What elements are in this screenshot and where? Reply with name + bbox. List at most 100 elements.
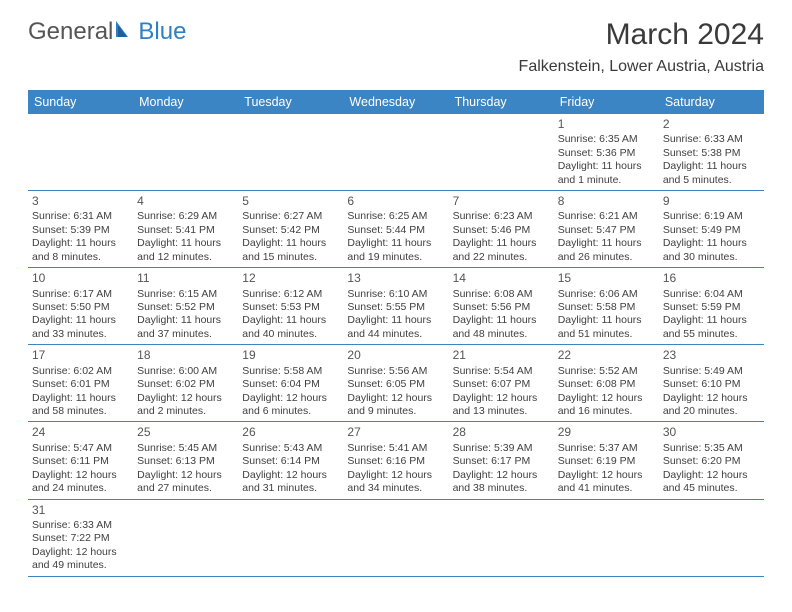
sunrise-text: Sunrise: 6:08 AM [453, 288, 550, 301]
day-cell: 31Sunrise: 6:33 AMSunset: 7:22 PMDayligh… [28, 500, 133, 576]
sunset-text: Sunset: 5:44 PM [347, 224, 444, 237]
sunrise-text: Sunrise: 5:47 AM [32, 442, 129, 455]
sunset-text: Sunset: 6:04 PM [242, 378, 339, 391]
daylight-text: Daylight: 11 hours [347, 237, 444, 250]
sunrise-text: Sunrise: 5:37 AM [558, 442, 655, 455]
day-cell: 30Sunrise: 5:35 AMSunset: 6:20 PMDayligh… [659, 422, 764, 498]
day-cell: 28Sunrise: 5:39 AMSunset: 6:17 PMDayligh… [449, 422, 554, 498]
day-cell: 15Sunrise: 6:06 AMSunset: 5:58 PMDayligh… [554, 268, 659, 344]
day-number: 30 [663, 425, 760, 440]
week-row: 10Sunrise: 6:17 AMSunset: 5:50 PMDayligh… [28, 268, 764, 345]
day-cell: 1Sunrise: 6:35 AMSunset: 5:36 PMDaylight… [554, 114, 659, 190]
sunset-text: Sunset: 6:10 PM [663, 378, 760, 391]
daylight-text: Daylight: 12 hours [663, 469, 760, 482]
brand-logo: General Blue [28, 18, 186, 46]
daylight-text: Daylight: 12 hours [137, 392, 234, 405]
sunset-text: Sunset: 6:17 PM [453, 455, 550, 468]
day-cell [133, 114, 238, 190]
daylight-text: and 1 minute. [558, 174, 655, 187]
day-number: 5 [242, 194, 339, 209]
daylight-text: Daylight: 11 hours [558, 314, 655, 327]
calendar-body: 1Sunrise: 6:35 AMSunset: 5:36 PMDaylight… [28, 114, 764, 577]
day-number: 17 [32, 348, 129, 363]
sunrise-text: Sunrise: 5:52 AM [558, 365, 655, 378]
sunrise-text: Sunrise: 6:12 AM [242, 288, 339, 301]
sunrise-text: Sunrise: 5:58 AM [242, 365, 339, 378]
daylight-text: and 33 minutes. [32, 328, 129, 341]
daylight-text: Daylight: 11 hours [558, 237, 655, 250]
sunrise-text: Sunrise: 6:23 AM [453, 210, 550, 223]
day-cell: 9Sunrise: 6:19 AMSunset: 5:49 PMDaylight… [659, 191, 764, 267]
day-number: 11 [137, 271, 234, 286]
day-cell [343, 114, 448, 190]
daylight-text: and 26 minutes. [558, 251, 655, 264]
weekday-header: Monday [133, 90, 238, 114]
day-cell [659, 500, 764, 576]
brand-general: General [28, 18, 113, 46]
daylight-text: Daylight: 12 hours [453, 392, 550, 405]
sunset-text: Sunset: 6:20 PM [663, 455, 760, 468]
sunrise-text: Sunrise: 6:00 AM [137, 365, 234, 378]
weekday-header: Thursday [449, 90, 554, 114]
sunset-text: Sunset: 5:59 PM [663, 301, 760, 314]
weekday-header: Wednesday [343, 90, 448, 114]
daylight-text: Daylight: 11 hours [242, 237, 339, 250]
day-cell: 23Sunrise: 5:49 AMSunset: 6:10 PMDayligh… [659, 345, 764, 421]
day-number: 8 [558, 194, 655, 209]
day-number: 7 [453, 194, 550, 209]
day-cell: 5Sunrise: 6:27 AMSunset: 5:42 PMDaylight… [238, 191, 343, 267]
sunrise-text: Sunrise: 5:49 AM [663, 365, 760, 378]
sunrise-text: Sunrise: 6:15 AM [137, 288, 234, 301]
sunset-text: Sunset: 5:38 PM [663, 147, 760, 160]
sunset-text: Sunset: 6:14 PM [242, 455, 339, 468]
week-row: 31Sunrise: 6:33 AMSunset: 7:22 PMDayligh… [28, 500, 764, 577]
location-text: Falkenstein, Lower Austria, Austria [519, 58, 764, 76]
daylight-text: and 44 minutes. [347, 328, 444, 341]
day-cell: 18Sunrise: 6:00 AMSunset: 6:02 PMDayligh… [133, 345, 238, 421]
daylight-text: Daylight: 11 hours [242, 314, 339, 327]
day-number: 20 [347, 348, 444, 363]
sunset-text: Sunset: 5:36 PM [558, 147, 655, 160]
sunrise-text: Sunrise: 6:10 AM [347, 288, 444, 301]
daylight-text: and 55 minutes. [663, 328, 760, 341]
day-cell: 12Sunrise: 6:12 AMSunset: 5:53 PMDayligh… [238, 268, 343, 344]
daylight-text: and 37 minutes. [137, 328, 234, 341]
weekday-header: Tuesday [238, 90, 343, 114]
sunrise-text: Sunrise: 6:33 AM [663, 133, 760, 146]
sunset-text: Sunset: 6:07 PM [453, 378, 550, 391]
weekday-header-row: SundayMondayTuesdayWednesdayThursdayFrid… [28, 90, 764, 114]
day-cell: 25Sunrise: 5:45 AMSunset: 6:13 PMDayligh… [133, 422, 238, 498]
day-cell: 11Sunrise: 6:15 AMSunset: 5:52 PMDayligh… [133, 268, 238, 344]
daylight-text: Daylight: 11 hours [453, 237, 550, 250]
day-number: 29 [558, 425, 655, 440]
daylight-text: Daylight: 12 hours [453, 469, 550, 482]
daylight-text: Daylight: 11 hours [663, 237, 760, 250]
day-cell: 8Sunrise: 6:21 AMSunset: 5:47 PMDaylight… [554, 191, 659, 267]
daylight-text: Daylight: 12 hours [347, 392, 444, 405]
day-cell: 14Sunrise: 6:08 AMSunset: 5:56 PMDayligh… [449, 268, 554, 344]
day-cell [133, 500, 238, 576]
sunset-text: Sunset: 5:49 PM [663, 224, 760, 237]
day-number: 23 [663, 348, 760, 363]
day-cell [238, 500, 343, 576]
sunset-text: Sunset: 6:02 PM [137, 378, 234, 391]
daylight-text: Daylight: 11 hours [32, 237, 129, 250]
daylight-text: and 34 minutes. [347, 482, 444, 495]
daylight-text: and 22 minutes. [453, 251, 550, 264]
daylight-text: Daylight: 12 hours [32, 469, 129, 482]
sunrise-text: Sunrise: 5:41 AM [347, 442, 444, 455]
day-number: 4 [137, 194, 234, 209]
sunset-text: Sunset: 6:05 PM [347, 378, 444, 391]
daylight-text: and 19 minutes. [347, 251, 444, 264]
daylight-text: and 49 minutes. [32, 559, 129, 572]
daylight-text: and 6 minutes. [242, 405, 339, 418]
sunset-text: Sunset: 6:01 PM [32, 378, 129, 391]
sunrise-text: Sunrise: 5:54 AM [453, 365, 550, 378]
day-number: 3 [32, 194, 129, 209]
day-number: 26 [242, 425, 339, 440]
day-cell: 27Sunrise: 5:41 AMSunset: 6:16 PMDayligh… [343, 422, 448, 498]
day-cell: 19Sunrise: 5:58 AMSunset: 6:04 PMDayligh… [238, 345, 343, 421]
sunset-text: Sunset: 5:39 PM [32, 224, 129, 237]
sunrise-text: Sunrise: 5:43 AM [242, 442, 339, 455]
sunset-text: Sunset: 5:52 PM [137, 301, 234, 314]
